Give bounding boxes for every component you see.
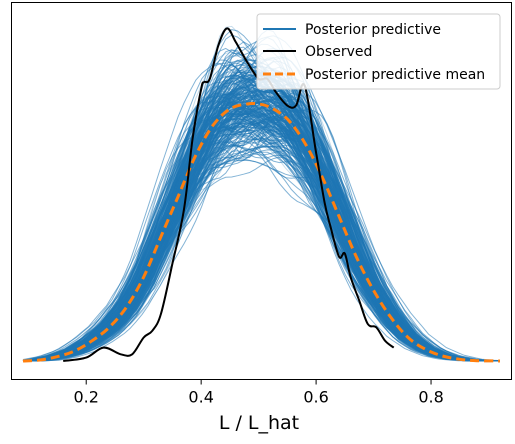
x-tick-label: 0.8 [418,388,443,407]
x-tick-label: 0.6 [303,388,328,407]
posterior-predictive-curve [23,156,501,362]
x-tick-label: 0.2 [73,388,98,407]
legend-frame [256,13,501,90]
posterior-predictive-curve [23,102,501,362]
observed-layer [63,27,395,362]
x-axis-label: L / L_hat [219,412,299,434]
x-axis: 0.2 0.4 0.6 0.8 [73,379,444,407]
posterior-predictive-curve [22,129,501,362]
posterior-predictive-mean-layer [22,101,501,363]
legend-label-posterior-predictive: Posterior predictive [305,22,441,38]
observed-line [63,27,395,362]
legend-label-observed: Observed [305,44,372,60]
x-tick-label: 0.4 [188,388,213,407]
posterior-predictive-curve [23,107,501,362]
legend-label-posterior-predictive-mean: Posterior predictive mean [305,67,485,83]
legend: Posterior predictive Observed Posterior … [256,13,501,90]
posterior-predictive-mean-line [22,101,501,363]
posterior-predictive-curve [22,83,501,362]
posterior-predictive-curve [22,96,500,362]
plot-frame [11,2,512,380]
